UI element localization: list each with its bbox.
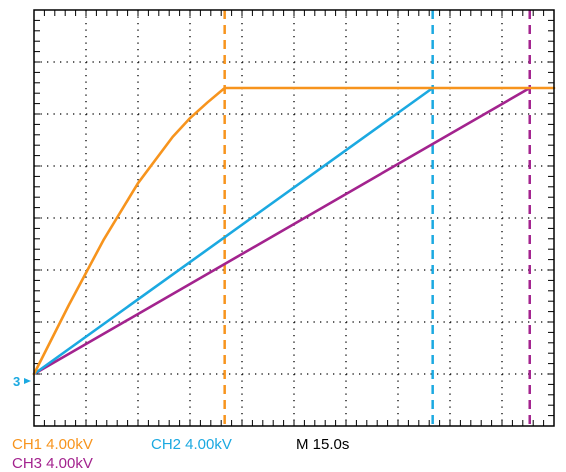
ground-reference-arrow bbox=[24, 378, 31, 384]
trace-ch3 bbox=[32, 86, 532, 376]
plot-frame bbox=[33, 9, 555, 427]
cursor-lines bbox=[223, 10, 531, 426]
graticule bbox=[34, 10, 554, 426]
trace-ch1 bbox=[32, 86, 556, 376]
ch1-scale-readout: CH1 4.00kV bbox=[12, 436, 93, 453]
ch2-scale-readout: CH2 4.00kV bbox=[151, 436, 232, 453]
trace-ch2 bbox=[32, 86, 434, 376]
ch3-scale-readout: CH3 4.00kV bbox=[12, 455, 93, 472]
ground-reference-marker: 3 bbox=[13, 374, 20, 389]
traces bbox=[32, 86, 556, 376]
time-scale-readout: M 15.0s bbox=[296, 436, 350, 453]
